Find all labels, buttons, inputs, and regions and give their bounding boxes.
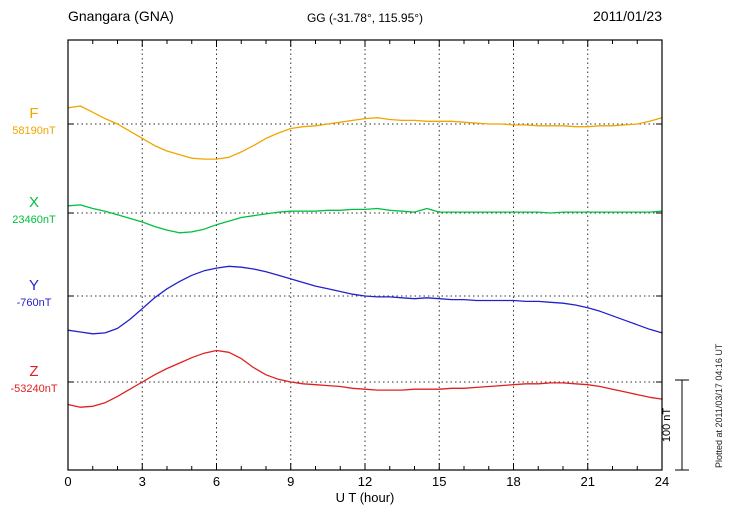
- x-tick-label: 0: [64, 474, 71, 489]
- series-baseline-X: 23460nT: [12, 214, 56, 226]
- series-label-X: X 23460nT: [2, 193, 66, 227]
- x-tick-label: 18: [506, 474, 520, 489]
- series-letter-F: F: [29, 105, 39, 122]
- x-axis-label: U T (hour): [335, 490, 395, 505]
- station-coordinates: GG (-31.78°, 115.95°): [306, 11, 424, 25]
- station-title: Gnangara (GNA): [68, 8, 174, 24]
- series-label-F: F 58190nT: [2, 104, 66, 138]
- series-line-F: [67, 105, 663, 160]
- plot-dynamic-layer: 0 3 6 9 12 15 18 21 24: [64, 40, 669, 489]
- series-line-Y: [67, 265, 663, 335]
- plotted-at-note: Plotted at 2011/03/17 04:16 UT: [714, 343, 724, 468]
- x-tick-label: 15: [432, 474, 446, 489]
- scale-bar: 100 nT: [661, 379, 689, 471]
- x-tick-label: 24: [655, 474, 669, 489]
- x-tick-label: 3: [139, 474, 146, 489]
- series-letter-X: X: [28, 194, 39, 211]
- series-line-Z: [67, 349, 663, 408]
- series-line-X: [67, 204, 663, 234]
- series-label-Y: Y -760nT: [2, 276, 66, 310]
- series-baseline-Y: -760nT: [16, 297, 52, 309]
- series-baseline-F: 58190nT: [12, 125, 56, 137]
- x-tick-label: 12: [358, 474, 372, 489]
- series-label-Z: Z -53240nT: [2, 362, 66, 396]
- x-tick-label: 21: [581, 474, 595, 489]
- scale-bar-label: 100 nT: [661, 408, 673, 443]
- series-baseline-Z: -53240nT: [10, 383, 58, 395]
- x-tick-label: 6: [213, 474, 220, 489]
- plot-date: 2011/01/23: [592, 8, 662, 24]
- plot-frame: [67, 39, 663, 471]
- x-tick-label: 9: [287, 474, 294, 489]
- series-letter-Z: Z: [29, 363, 39, 380]
- series-letter-Y: Y: [28, 277, 39, 294]
